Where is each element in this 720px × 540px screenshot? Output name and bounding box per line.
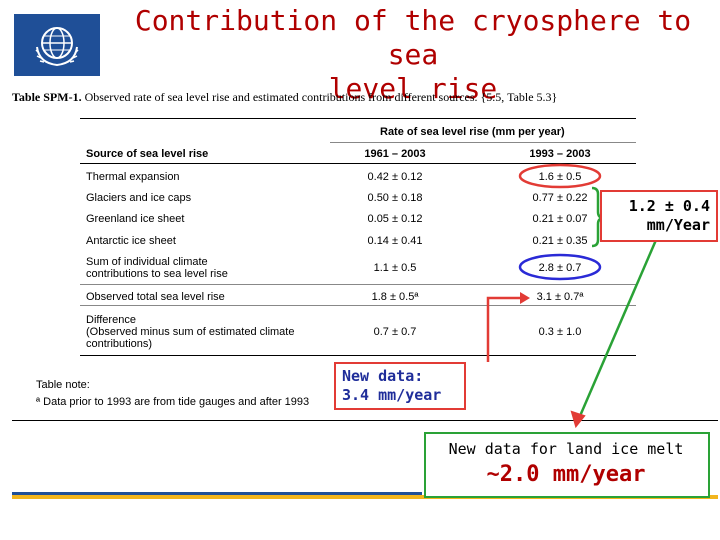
table-row-source: Glaciers and ice caps bbox=[86, 192, 192, 204]
table-observed-rule bbox=[80, 305, 636, 306]
ice-rate-callout-line1: 1.2 ± 0.4 bbox=[628, 197, 710, 215]
ice-rate-callout-box bbox=[600, 190, 718, 242]
table-col-1993-2003: 1993 – 2003 bbox=[529, 148, 591, 160]
thermal-highlight-ellipse bbox=[518, 163, 602, 189]
table-header-rule bbox=[80, 163, 636, 164]
table-cell-value: 0.50 ± 0.18 bbox=[367, 192, 423, 204]
new-data-arrowhead bbox=[520, 292, 530, 304]
table-group-header: Rate of sea level rise (mm per year) bbox=[380, 126, 565, 138]
table-row-source-line: (Observed minus sum of estimated climate bbox=[86, 326, 295, 338]
table-cell-value: 0.21 ± 0.07 bbox=[532, 213, 588, 225]
table-row-source: Thermal expansion bbox=[86, 171, 180, 183]
table-bottom-rule bbox=[80, 355, 636, 356]
new-data-callout-line2: 3.4 mm/year bbox=[342, 386, 442, 404]
land-ice-callout-box bbox=[424, 432, 710, 498]
table-cell-value: 0.7 ± 0.7 bbox=[373, 326, 417, 338]
land-ice-callout-line2: ~2.0 mm/year bbox=[486, 462, 646, 487]
table-col-1961-2003: 1961 – 2003 bbox=[364, 148, 426, 160]
new-data-callout-line1: New data: bbox=[342, 367, 424, 385]
table-top-rule bbox=[80, 118, 636, 119]
footer-blue-bar bbox=[12, 492, 422, 495]
table-group-rule bbox=[330, 142, 636, 143]
table-note-text: ª Data prior to 1993 are from tide gauge… bbox=[36, 396, 310, 408]
table-cell-value: 1.1 ± 0.5 bbox=[373, 262, 417, 274]
footer-yellow-bar bbox=[12, 495, 718, 499]
table-cell-value: 2.8 ± 0.7 bbox=[538, 262, 582, 274]
table-cell-value: 3.1 ± 0.7ª bbox=[536, 291, 584, 303]
table-row-source: Greenland ice sheet bbox=[86, 213, 185, 225]
ice-rate-callout-line2: mm/Year bbox=[646, 216, 710, 234]
ice-rate-callout: 1.2 ± 0.4 mm/Year bbox=[604, 197, 710, 235]
table-caption-label: Table SPM-1. bbox=[12, 90, 82, 104]
table-note-label: Table note: bbox=[36, 379, 90, 391]
table-caption-text: Observed rate of sea level rise and esti… bbox=[81, 90, 558, 104]
table-cell-value: 0.05 ± 0.12 bbox=[367, 213, 423, 225]
table-row-source: Antarctic ice sheet bbox=[86, 235, 176, 247]
table-cell-value: 1.8 ± 0.5ª bbox=[371, 291, 419, 303]
table-cell-value: 1.6 ± 0.5 bbox=[538, 171, 582, 183]
land-ice-callout-line1: New data for land ice melt bbox=[448, 440, 684, 458]
new-data-callout-box bbox=[334, 362, 466, 410]
slide-divider bbox=[12, 420, 718, 421]
new-data-callout: New data: 3.4 mm/year bbox=[342, 367, 441, 405]
table-cell-value: 0.14 ± 0.41 bbox=[367, 235, 423, 247]
wmo-un-emblem-icon bbox=[35, 27, 79, 67]
wmo-logo bbox=[14, 14, 100, 76]
table-sum-rule bbox=[80, 284, 636, 285]
land-ice-arrowhead bbox=[570, 410, 586, 429]
table-cell-value: 0.21 ± 0.35 bbox=[532, 235, 588, 247]
table-row-source-line: Sum of individual climate bbox=[86, 256, 208, 268]
table-row-source: Observed total sea level rise bbox=[86, 291, 225, 303]
table-cell-value: 0.77 ± 0.22 bbox=[532, 192, 588, 204]
table-row-source-line: contributions) bbox=[86, 338, 153, 350]
land-ice-arrow bbox=[578, 239, 658, 417]
table-row-source-line: contributions to sea level rise bbox=[86, 268, 228, 280]
slide-title: Contribution of the cryosphere to sea le… bbox=[108, 4, 718, 106]
table-row-source-sum: Sum of individual climate contributions … bbox=[86, 256, 336, 280]
new-data-arrow bbox=[486, 296, 522, 362]
sum-highlight-ellipse bbox=[518, 253, 602, 281]
table-col-source: Source of sea level rise bbox=[86, 148, 209, 160]
table-row-source-difference: Difference (Observed minus sum of estima… bbox=[86, 314, 336, 350]
table-row-source-line: Difference bbox=[86, 314, 136, 326]
table-caption: Table SPM-1. Observed rate of sea level … bbox=[12, 90, 557, 105]
slide-title-line2: level rise bbox=[328, 72, 498, 105]
table-cell-value: 0.3 ± 1.0 bbox=[538, 326, 582, 338]
table-cell-value: 0.42 ± 0.12 bbox=[367, 171, 423, 183]
slide-title-line1: Contribution of the cryosphere to sea bbox=[134, 4, 692, 71]
